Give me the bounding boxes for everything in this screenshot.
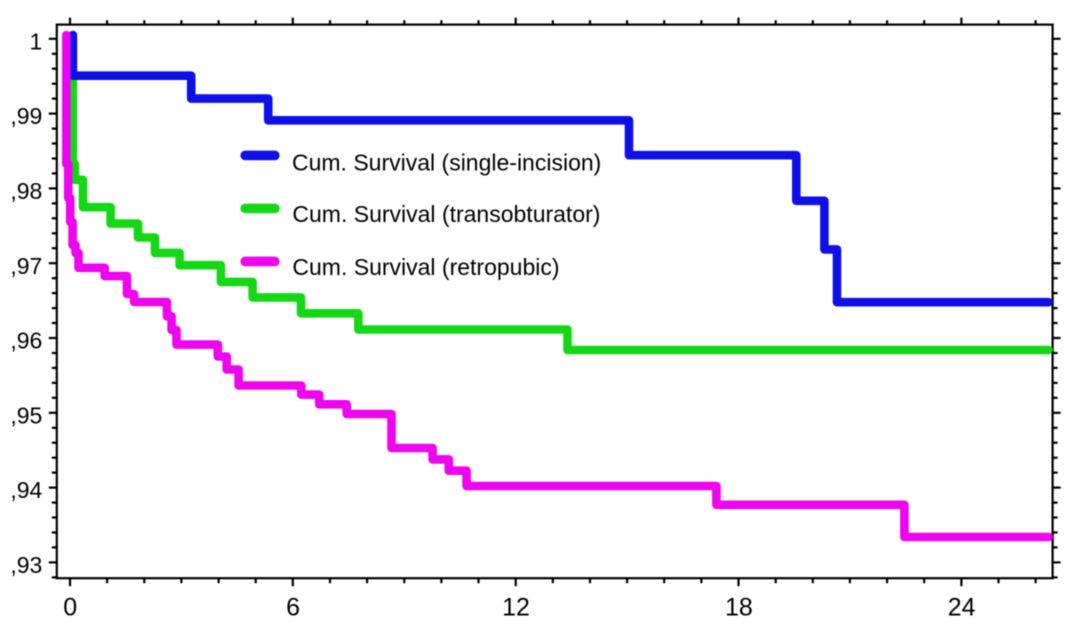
svg-text:,94: ,94 (10, 477, 42, 503)
svg-text:18: 18 (725, 594, 753, 622)
svg-text:Cum. Survival (retropubic): Cum. Survival (retropubic) (292, 254, 559, 280)
svg-text:,93: ,93 (10, 552, 42, 578)
svg-text:6: 6 (286, 594, 300, 622)
svg-text:,98: ,98 (10, 178, 42, 204)
svg-text:,99: ,99 (10, 103, 42, 129)
svg-text:0: 0 (63, 594, 77, 622)
svg-text:Cum. Survival (transobturator): Cum. Survival (transobturator) (292, 201, 600, 227)
svg-text:Cum. Survival (single-incision: Cum. Survival (single-incision) (292, 150, 601, 176)
svg-text:,96: ,96 (10, 328, 42, 354)
svg-text:,95: ,95 (10, 402, 42, 428)
svg-text:,97: ,97 (10, 253, 42, 279)
svg-text:12: 12 (502, 594, 530, 622)
svg-text:1: 1 (30, 28, 43, 54)
svg-text:24: 24 (948, 594, 976, 622)
